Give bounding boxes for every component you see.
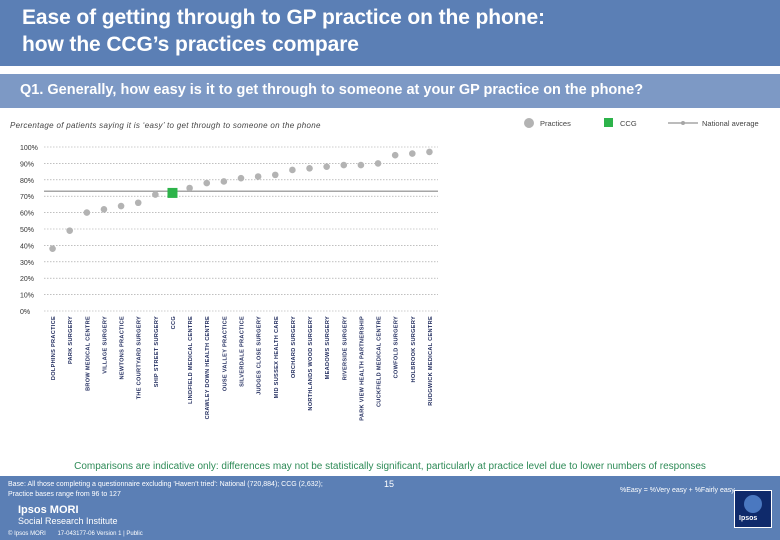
x-category-label: SILVERDALE PRACTICE [240, 316, 246, 387]
practice-point [100, 206, 108, 213]
practice-point [220, 178, 228, 185]
chart-subtitle: Percentage of patients saying it is ‘eas… [10, 121, 321, 130]
copyright-text: © Ipsos MORI [8, 531, 46, 537]
practice-point [391, 151, 399, 159]
x-category-label: NEWTONS PRACTICE [120, 316, 126, 379]
base-note: Base: All those completing a questionnai… [8, 480, 388, 500]
x-category-label: RIVERSIDE SURGERY [342, 316, 348, 380]
legend-national-label: National average [702, 119, 759, 128]
x-category-label: VILLAGE SURGERY [102, 316, 108, 374]
y-tick-label: 10% [20, 293, 34, 300]
comparisons-note: Comparisons are indicative only: differe… [74, 461, 706, 472]
y-tick-label: 100% [20, 145, 38, 152]
x-category-label: ORCHARD SURGERY [291, 316, 297, 378]
x-category-label: BROW MEDICAL CENTRE [85, 316, 91, 391]
practice-point [426, 148, 433, 156]
x-category-label: CCG [171, 316, 177, 329]
logo-main-text: Ipsos MORI [18, 504, 79, 516]
legend-ccg-label: CCG [620, 119, 637, 128]
practice-point [117, 202, 125, 210]
y-tick-label: 70% [20, 194, 34, 201]
y-tick-label: 90% [20, 161, 34, 168]
x-category-label: OUSE VALLEY PRACTICE [222, 316, 228, 391]
practice-point [306, 165, 313, 172]
practice-point [49, 245, 56, 252]
practice-point [83, 209, 91, 216]
y-tick-label: 80% [20, 178, 34, 185]
x-category-label: CUCKFIELD MEDICAL CENTRE [377, 316, 383, 407]
x-category-label: DOLPHINS PRACTICE [51, 316, 57, 380]
ipsos-logo-arc-icon [744, 495, 762, 513]
practice-point [66, 227, 73, 234]
practice-point [409, 150, 416, 157]
x-category-label: RUDGWICK MEDICAL CENTRE [428, 316, 434, 406]
base-note-line-2: Practice bases range from 96 to 127 [8, 491, 121, 498]
x-category-label: NORTHLANDS WOOD SURGERY [308, 316, 314, 411]
version-text: 17-043177-06 Version 1 | Public [57, 531, 143, 537]
practice-point [203, 179, 211, 187]
y-tick-label: 0% [20, 309, 30, 316]
x-category-label: THE COURTYARD SURGERY [137, 316, 143, 399]
x-category-label: PARK VIEW HEALTH PARTNERSHIP [359, 316, 365, 421]
practice-point [323, 163, 330, 170]
x-category-label: JUDGES CLOSE SURGERY [257, 316, 263, 395]
ipsos-brand-logo: Ipsos [734, 490, 772, 528]
x-category-label: CRAWLEY DOWN HEALTH CENTRE [205, 316, 211, 419]
page-title-line-2: how the CCG’s practices compare [22, 33, 359, 56]
x-category-label: COWFOLD SURGERY [394, 316, 400, 378]
y-tick-label: 50% [20, 227, 34, 234]
question-bar: Q1. Generally, how easy is it to get thr… [0, 74, 780, 108]
practice-point [357, 161, 365, 169]
footer-bar: Base: All those completing a questionnai… [0, 476, 780, 540]
footer-meta: © Ipsos MORI 17-043177-06 Version 1 | Pu… [8, 531, 153, 537]
logo-sub-text: Social Research Institute [18, 516, 118, 526]
x-category-label: HOLBROOK SURGERY [411, 316, 417, 382]
legend-ccg-marker [604, 118, 613, 127]
page-number: 15 [384, 479, 395, 489]
legend-practices-marker [524, 118, 534, 128]
practice-point [237, 174, 245, 182]
practice-point [254, 173, 262, 180]
page-title-line-1: Ease of getting through to GP practice o… [22, 6, 545, 29]
header-banner: Ease of getting through to GP practice o… [0, 0, 780, 66]
ipsos-mori-logo: Ipsos MORI Social Research Institute [18, 505, 118, 527]
easy-definition: %Easy = %Very easy + %Fairly easy [620, 487, 735, 494]
chart-legend: Practices CCG National average [524, 118, 759, 128]
legend-practices-label: Practices [540, 119, 571, 128]
x-category-label: LINDFIELD MEDICAL CENTRE [188, 316, 194, 404]
y-tick-label: 20% [20, 276, 34, 283]
practice-point [374, 160, 382, 167]
x-category-label: MID SUSSEX HEALTH CARE [274, 316, 280, 398]
practice-comparison-chart: Percentage of patients saying it is ‘eas… [10, 118, 759, 421]
question-text: Q1. Generally, how easy is it to get thr… [20, 82, 644, 98]
practice-point [134, 199, 142, 207]
practice-point [340, 161, 348, 169]
practice-point [289, 166, 296, 174]
legend-national-marker [681, 121, 685, 125]
practice-point [186, 184, 193, 192]
base-note-line-1: Base: All those completing a questionnai… [8, 481, 323, 488]
x-category-label: SHIP STREET SURGERY [154, 316, 160, 387]
x-category-label: MEADOWS SURGERY [325, 316, 331, 379]
y-tick-label: 40% [20, 243, 34, 250]
y-tick-label: 30% [20, 260, 34, 267]
practice-point [271, 171, 279, 179]
y-tick-label: 60% [20, 211, 34, 218]
practice-point [152, 191, 159, 198]
ccg-point [167, 187, 178, 198]
ipsos-brand-text: Ipsos [739, 515, 758, 522]
x-category-label: PARK SURGERY [68, 316, 74, 364]
